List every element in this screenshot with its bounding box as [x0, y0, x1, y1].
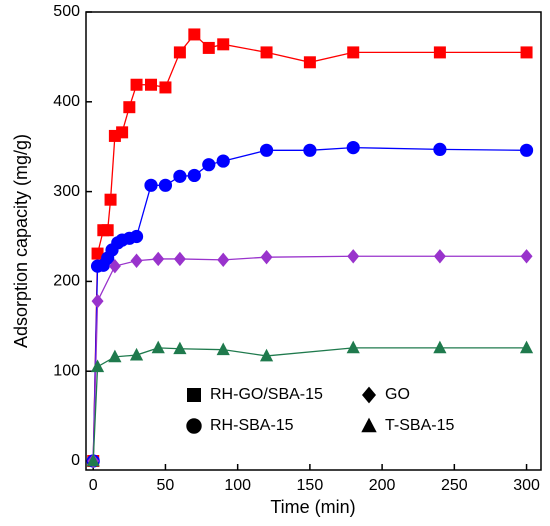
data-point — [303, 56, 316, 69]
x-tick-label: 300 — [513, 477, 540, 494]
legend-marker — [187, 388, 201, 402]
data-point — [519, 340, 534, 354]
data-point — [346, 141, 360, 155]
data-point — [303, 143, 317, 157]
data-point — [347, 249, 360, 264]
data-point — [158, 178, 173, 192]
data-point — [520, 46, 533, 59]
data-point — [108, 258, 121, 274]
data-point — [130, 253, 143, 268]
data-point — [347, 46, 360, 59]
series-line — [92, 347, 527, 462]
data-point — [108, 349, 122, 363]
data-point — [202, 41, 215, 54]
y-tick-label: 500 — [53, 3, 80, 20]
data-point — [129, 347, 144, 361]
data-point — [433, 142, 447, 156]
data-point — [151, 340, 165, 354]
data-point — [129, 229, 144, 244]
y-tick-label: 100 — [53, 362, 80, 379]
data-point — [259, 348, 274, 362]
data-point — [144, 178, 158, 192]
data-point — [217, 38, 230, 51]
data-point — [101, 224, 114, 237]
data-point — [216, 154, 230, 168]
data-point — [173, 46, 186, 59]
x-axis-label: Time (min) — [270, 497, 355, 517]
legend-marker — [361, 417, 377, 433]
x-tick-label: 100 — [224, 477, 251, 494]
data-point — [130, 78, 143, 91]
data-point — [346, 340, 360, 354]
data-point — [519, 143, 534, 157]
series-line — [92, 146, 527, 462]
legend-label: RH-GO/SBA-15 — [210, 386, 323, 403]
x-tick-label: 250 — [441, 477, 468, 494]
data-point — [259, 143, 274, 157]
data-point — [173, 341, 187, 355]
data-point — [202, 158, 216, 172]
plot-frame — [85, 11, 542, 471]
data-point — [145, 78, 157, 91]
y-tick-label: 0 — [71, 452, 80, 469]
data-point — [152, 251, 165, 267]
y-axis-label: Adsorption capacity (mg/g) — [11, 134, 31, 348]
y-tick-label: 200 — [53, 273, 80, 290]
y-tick-label: 300 — [53, 183, 80, 200]
data-point — [91, 247, 104, 260]
data-point — [91, 293, 104, 309]
data-point — [260, 249, 273, 265]
data-point — [123, 101, 136, 114]
data-point — [216, 342, 230, 356]
legend-label: GO — [385, 386, 410, 403]
series-line — [92, 255, 527, 462]
data-point — [116, 126, 129, 139]
data-point — [433, 340, 447, 354]
y-tick-label: 400 — [53, 93, 80, 110]
data-point — [159, 81, 172, 94]
x-tick-label: 0 — [89, 477, 98, 494]
data-point — [260, 46, 273, 59]
data-point — [187, 168, 201, 183]
legend-marker — [362, 386, 376, 404]
data-point — [217, 252, 230, 268]
x-tick-label: 150 — [297, 477, 324, 494]
legend-label: T-SBA-15 — [385, 417, 454, 434]
data-point — [520, 249, 533, 264]
legend-label: RH-SBA-15 — [210, 417, 294, 434]
x-tick-label: 50 — [157, 477, 175, 494]
data-point — [173, 251, 186, 267]
data-point — [433, 46, 446, 59]
data-point — [90, 359, 105, 373]
data-point — [188, 28, 201, 41]
data-point — [86, 453, 100, 467]
data-point — [433, 249, 446, 264]
data-point — [104, 193, 117, 206]
data-point — [173, 169, 187, 183]
x-tick-label: 200 — [369, 477, 396, 494]
legend-marker — [186, 418, 202, 434]
